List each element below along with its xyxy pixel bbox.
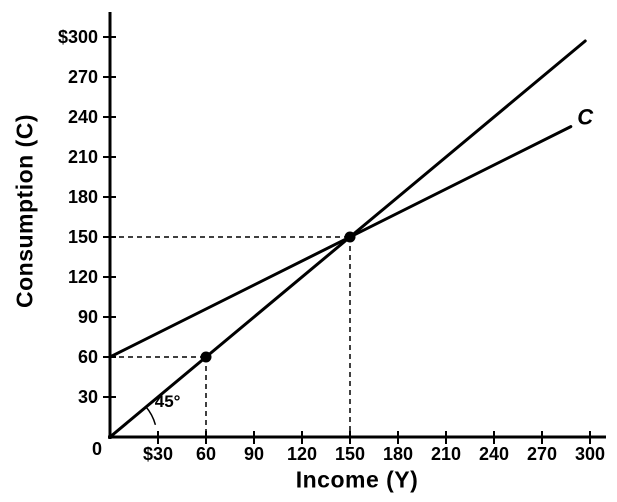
y-tick-label: 30 xyxy=(78,387,98,407)
x-axis-title: Income (Y) xyxy=(295,466,419,493)
x-tick-label: 90 xyxy=(244,444,264,464)
x-tick-label: 120 xyxy=(287,444,317,464)
marked-point xyxy=(200,351,212,363)
y-tick-label: 60 xyxy=(78,347,98,367)
x-tick-label: 60 xyxy=(196,444,216,464)
y-tick-label: 120 xyxy=(68,267,98,287)
marked-point xyxy=(344,231,356,243)
x-tick-label: 240 xyxy=(479,444,509,464)
origin-label: 0 xyxy=(92,439,102,459)
x-tick-label: 150 xyxy=(335,444,365,464)
y-tick-label: 240 xyxy=(68,107,98,127)
annotation-angle-label: 45° xyxy=(155,392,181,411)
y-tick-label: $300 xyxy=(58,27,98,47)
angle-arc xyxy=(144,405,157,426)
x-tick-label: 270 xyxy=(527,444,557,464)
y-tick-label: 210 xyxy=(68,147,98,167)
x-tick-label: 180 xyxy=(383,444,413,464)
x-tick-label: 210 xyxy=(431,444,461,464)
y-tick-label: 270 xyxy=(68,67,98,87)
y-tick-label: 90 xyxy=(78,307,98,327)
x-tick-label: $30 xyxy=(143,444,173,464)
annotation-series-label: C xyxy=(577,104,594,129)
y-tick-label: 180 xyxy=(68,187,98,207)
y-axis-title: Consumption (C) xyxy=(11,113,38,309)
y-tick-label: 150 xyxy=(68,227,98,247)
x-tick-label: 300 xyxy=(575,444,605,464)
series-line-consumption-function xyxy=(108,125,573,359)
